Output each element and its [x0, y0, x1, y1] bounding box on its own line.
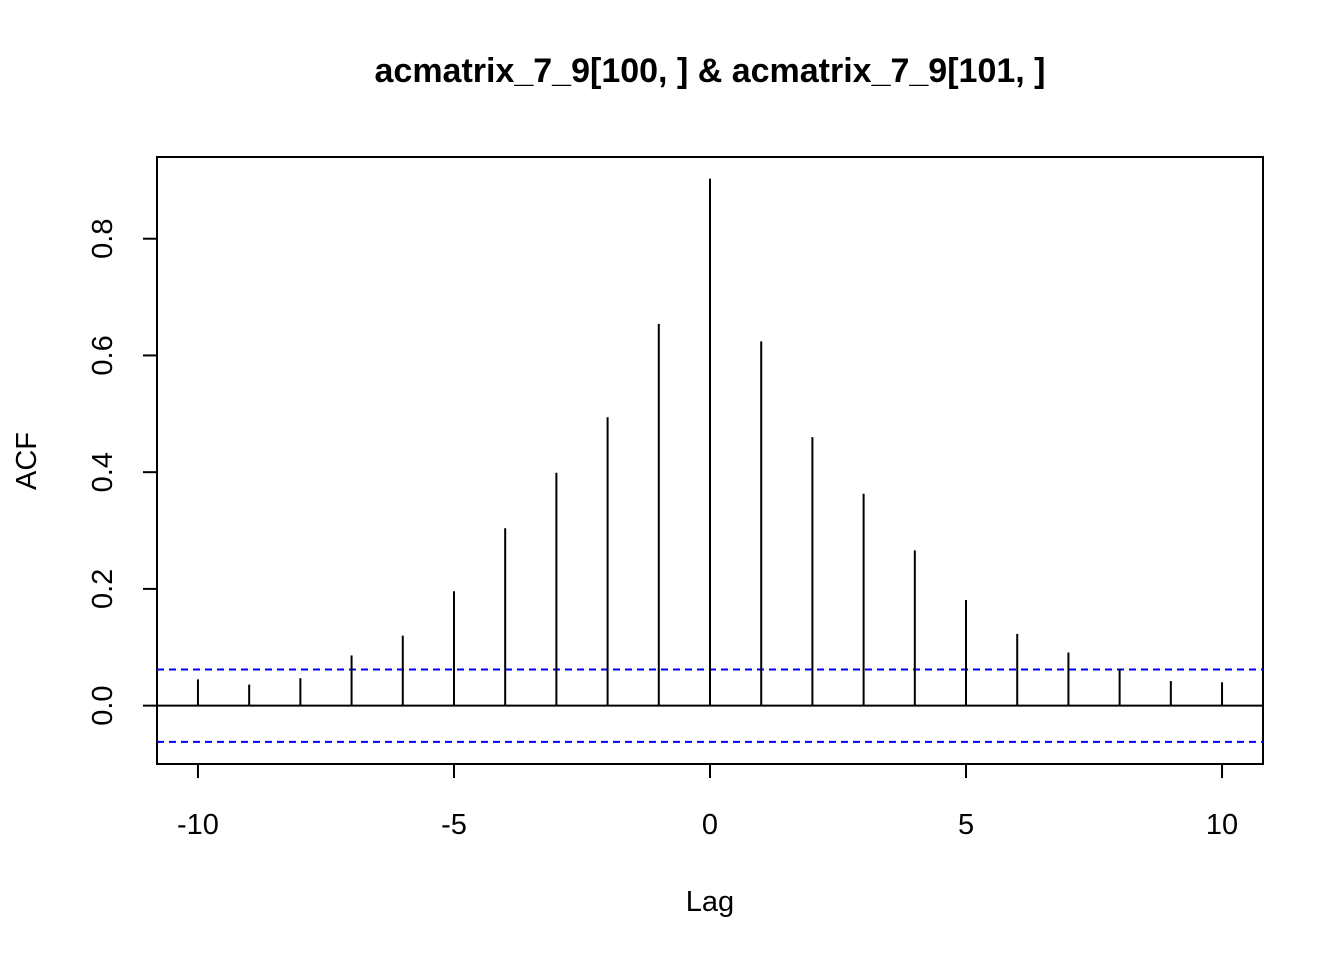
y-tick-label: 0.6	[87, 335, 119, 375]
y-tick-label: 0.2	[87, 569, 119, 609]
x-axis-label: Lag	[686, 886, 734, 918]
y-tick-label: 0.0	[87, 685, 119, 725]
y-axis-label: ACF	[11, 432, 43, 490]
y-tick-label: 0.8	[87, 219, 119, 259]
x-tick-label: -5	[441, 809, 467, 841]
x-axis: -10 -5 0 5 10	[177, 763, 1238, 841]
x-tick-label: 10	[1206, 809, 1238, 841]
x-tick-label: 0	[702, 809, 718, 841]
chart-title: acmatrix_7_9[100, ] & acmatrix_7_9[101, …	[375, 52, 1046, 90]
x-tick-label: -10	[177, 809, 219, 841]
y-tick-label: 0.4	[87, 452, 119, 492]
x-tick-label: 5	[958, 809, 974, 841]
plot-area	[157, 178, 1263, 743]
y-axis: 0.0 0.2 0.4 0.6 0.8	[87, 219, 158, 726]
